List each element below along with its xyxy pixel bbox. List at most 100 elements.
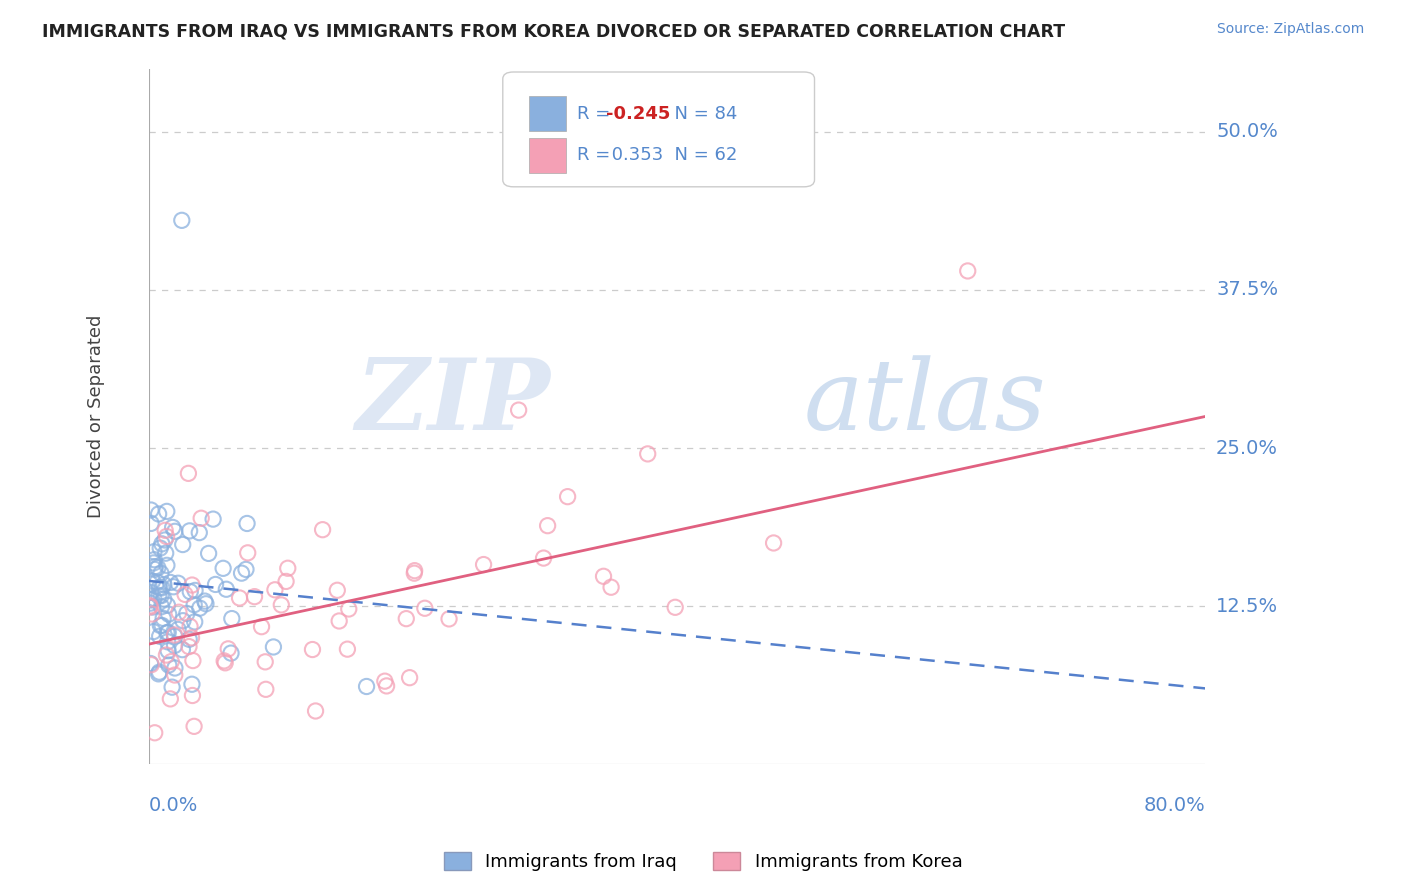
Point (162, 580, 184, 594)
Point (374, 674, 396, 689)
Point (153, 533, 176, 547)
Point (231, 566, 253, 581)
Point (157, 625, 180, 640)
Point (163, 629, 186, 643)
Point (188, 525, 211, 540)
Point (163, 661, 186, 675)
Text: R =: R = (576, 146, 616, 164)
Point (148, 581, 170, 595)
Point (181, 677, 204, 691)
Point (183, 719, 205, 733)
Point (146, 575, 169, 590)
Point (328, 614, 350, 628)
Point (197, 546, 219, 560)
Point (155, 546, 177, 560)
Point (150, 537, 173, 551)
Point (262, 640, 284, 654)
Point (174, 587, 197, 601)
Point (270, 598, 292, 612)
Point (356, 680, 378, 694)
Point (148, 666, 170, 681)
Point (159, 575, 181, 590)
Text: 37.5%: 37.5% (1216, 280, 1278, 300)
Point (153, 577, 176, 591)
Point (254, 655, 277, 669)
Point (472, 558, 495, 572)
Point (184, 583, 207, 598)
Bar (529, 138, 567, 173)
Point (139, 592, 162, 607)
Text: N = 84: N = 84 (664, 104, 738, 123)
Point (177, 467, 200, 481)
Point (228, 591, 250, 605)
Point (172, 642, 194, 657)
Point (153, 524, 176, 538)
Point (217, 641, 239, 656)
Point (143, 552, 166, 566)
Point (152, 592, 174, 607)
Point (167, 605, 190, 619)
Point (337, 602, 360, 616)
Point (139, 657, 162, 671)
Point (311, 523, 333, 537)
Point (177, 640, 200, 654)
Point (274, 574, 297, 589)
Point (141, 657, 163, 672)
Point (143, 725, 166, 739)
Point (375, 679, 398, 693)
Point (326, 583, 349, 598)
Point (141, 593, 163, 607)
Point (179, 619, 201, 633)
Point (243, 590, 266, 604)
Point (404, 566, 426, 581)
Point (163, 628, 186, 642)
Point (277, 561, 299, 575)
Point (508, 403, 530, 417)
Point (592, 569, 614, 583)
Point (139, 599, 162, 613)
Text: Divorced or Separated: Divorced or Separated (87, 315, 105, 518)
Point (437, 612, 460, 626)
Point (181, 689, 204, 703)
Point (194, 594, 217, 608)
Point (600, 580, 623, 594)
Point (142, 600, 165, 615)
Point (236, 516, 259, 531)
Point (156, 558, 179, 573)
Point (139, 596, 162, 610)
Point (141, 607, 163, 621)
Point (194, 597, 217, 611)
Point (956, 264, 979, 278)
Point (162, 520, 184, 534)
Text: IMMIGRANTS FROM IRAQ VS IMMIGRANTS FROM KOREA DIVORCED OR SEPARATED CORRELATION : IMMIGRANTS FROM IRAQ VS IMMIGRANTS FROM … (42, 22, 1066, 40)
Point (148, 665, 170, 680)
Point (150, 618, 173, 632)
Point (219, 646, 242, 660)
Point (141, 574, 163, 589)
Point (301, 642, 323, 657)
Point (157, 607, 180, 622)
Point (183, 615, 205, 629)
Point (155, 648, 177, 662)
Point (404, 564, 426, 578)
Point (146, 561, 169, 575)
Point (170, 213, 193, 227)
Point (398, 671, 420, 685)
Point (172, 537, 194, 551)
Point (167, 576, 190, 591)
Point (180, 631, 202, 645)
Point (150, 589, 173, 603)
Point (236, 546, 259, 560)
Point (235, 562, 257, 576)
Point (183, 598, 205, 612)
Point (149, 541, 172, 555)
Point (212, 561, 235, 575)
Point (139, 516, 162, 531)
Point (190, 511, 212, 525)
Point (637, 447, 659, 461)
Point (139, 600, 162, 615)
Point (181, 654, 204, 668)
Point (336, 642, 359, 657)
Point (176, 607, 198, 621)
Point (152, 611, 174, 625)
